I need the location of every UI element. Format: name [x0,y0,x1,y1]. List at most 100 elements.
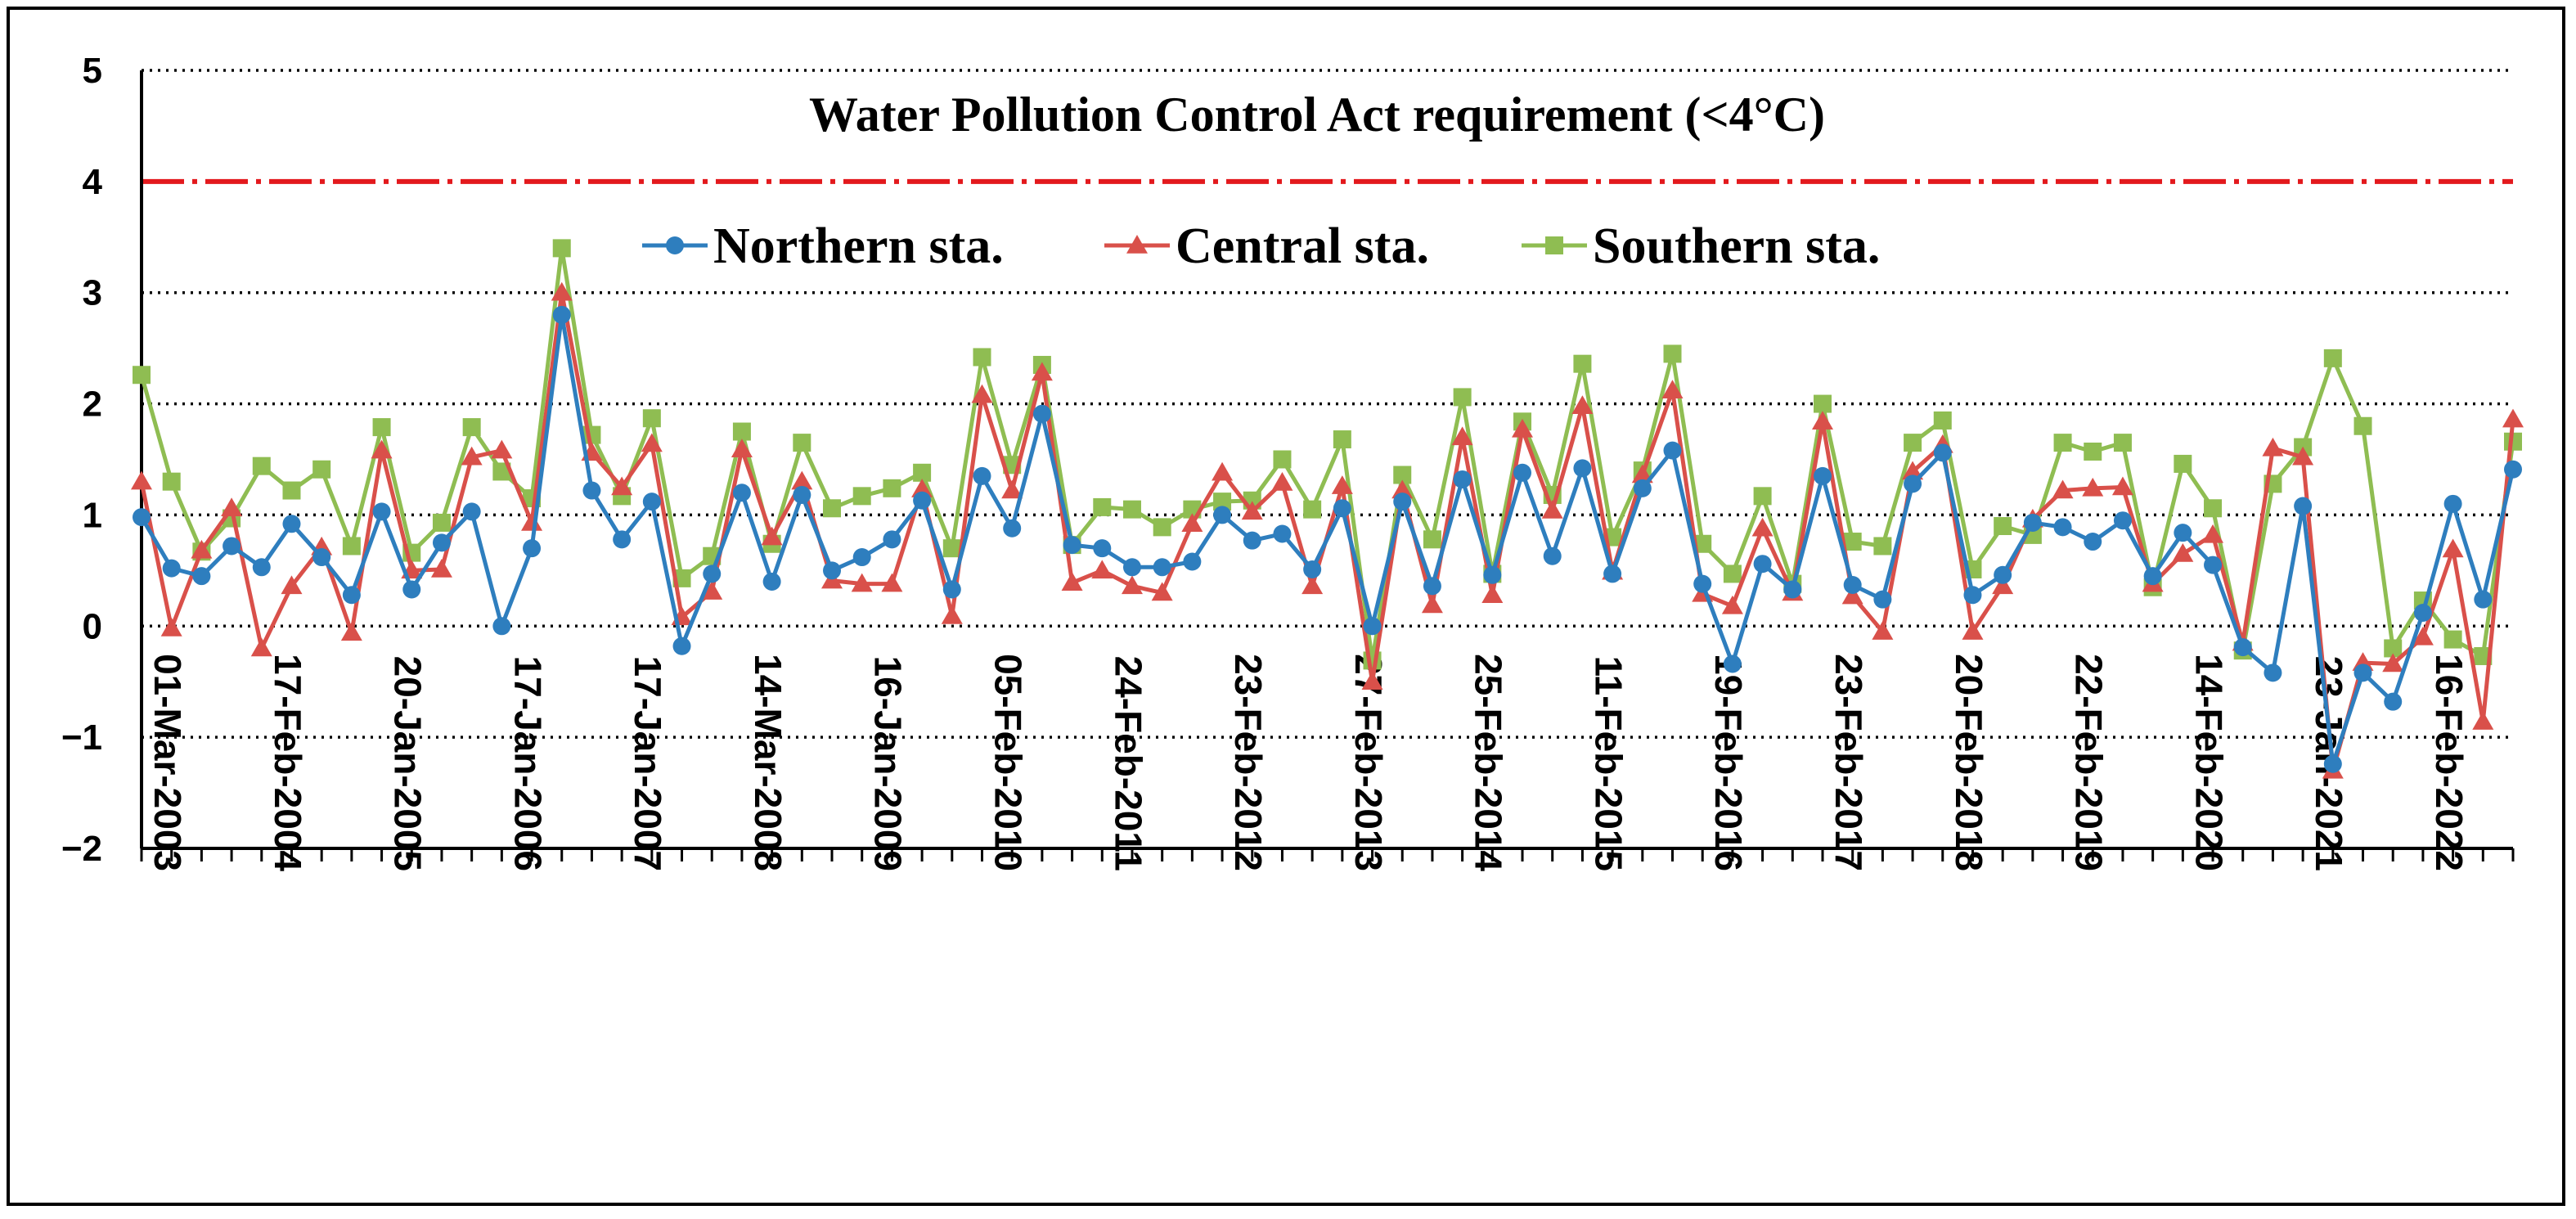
y-tick-label: 5 [83,51,102,91]
data-point [731,439,753,458]
data-point [1423,577,1441,596]
data-point [1541,499,1563,519]
data-point [1423,530,1441,549]
data-point [1151,582,1173,601]
data-point [1902,461,1924,480]
data-point [1212,461,1234,481]
data-point [2202,524,2224,543]
data-point [1783,580,1802,599]
data-point [1933,443,1952,462]
data-point [552,239,571,258]
data-point [1393,493,1412,511]
data-point [2412,626,2434,645]
x-tick-label: 23-Feb-2012 [1227,654,1270,871]
data-point [1512,418,1534,438]
data-point [342,586,361,605]
data-point [551,281,573,301]
data-point [913,491,932,510]
data-point [1873,537,1892,556]
data-point [1453,388,1472,407]
data-point [492,462,511,481]
data-point [2504,460,2522,479]
data-point [160,618,182,636]
data-point [701,581,723,600]
data-point [372,418,391,437]
data-point [973,348,991,367]
data-point [1032,404,1051,423]
data-point [223,537,241,556]
data-point [342,537,361,556]
data-point [613,530,632,549]
data-point [430,558,452,578]
data-point [823,499,842,518]
data-point [1303,560,1322,578]
data-point [2413,603,2432,622]
data-point [2084,442,2102,461]
data-point [1453,470,1472,488]
y-tick-label: −1 [61,717,102,758]
data-point [1001,479,1023,499]
data-point [133,366,151,385]
data-point [191,539,213,559]
data-point [851,573,873,592]
data-point [793,485,811,504]
data-point [973,466,991,485]
data-point [131,470,152,490]
data-point [641,433,663,452]
y-tick-label: 3 [83,273,102,313]
data-point [2204,556,2223,574]
data-point [1661,380,1684,399]
data-point [1421,594,1443,614]
data-point [913,463,932,482]
data-point [1331,475,1353,494]
series-line [139,313,2515,767]
data-point [1181,513,1203,533]
data-point [2113,434,2132,452]
data-point [1811,411,1833,430]
data-point [1603,565,1622,583]
data-point [1061,572,1083,592]
x-tick-label: 27-Feb-2013 [1347,654,1390,871]
data-point [1483,565,1502,584]
chart-title: Water Pollution Control Act requirement … [809,88,1825,142]
data-point [2323,754,2342,773]
data-point [492,617,511,636]
data-point [282,481,301,500]
data-point [1753,555,1772,574]
data-point [1122,558,1141,577]
data-point [432,513,451,532]
data-point [2442,538,2464,558]
x-tick-label: 23-Feb-2017 [1827,654,1870,871]
data-point [942,539,961,558]
data-point [1573,459,1592,478]
x-tick-label: 11-Feb-2015 [1587,656,1630,871]
data-point [1091,560,1113,579]
x-tick-label: 22-Feb-2019 [2068,654,2111,871]
data-point [1751,517,1774,537]
data-point [1003,519,1022,538]
data-point [371,439,393,459]
series-layer [131,239,2524,779]
data-point [1663,344,1682,363]
data-point [2052,479,2074,499]
data-point [666,236,684,254]
data-point [1543,547,1562,565]
data-point [732,422,751,441]
data-point [2264,663,2282,682]
series-northern-sta [133,305,2522,773]
data-point [2053,434,2072,452]
data-point [1391,479,1414,499]
data-point [1721,595,1743,614]
data-point [1873,590,1892,609]
data-point [1904,475,1922,493]
data-point [732,484,751,502]
data-point [432,533,451,552]
legend-label: Northern sta. [713,218,1004,274]
data-point [1723,654,1742,673]
data-point [2084,533,2102,551]
data-point [672,636,691,655]
data-point [823,561,842,580]
data-point [1393,466,1412,484]
x-tick-label: 14-Feb-2020 [2187,654,2230,871]
